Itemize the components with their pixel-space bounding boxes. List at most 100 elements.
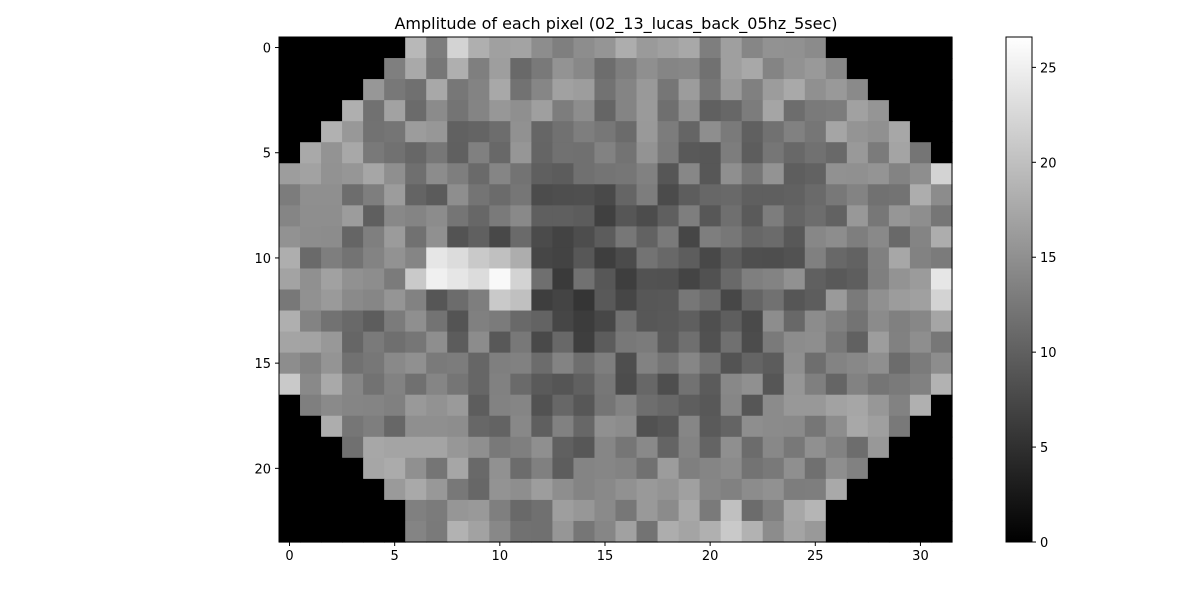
heatmap-cell bbox=[279, 142, 301, 164]
y-axis: 0 5 10 15 20 bbox=[254, 42, 279, 477]
heatmap-cell bbox=[489, 289, 511, 312]
heatmap-cell bbox=[615, 373, 638, 396]
heatmap-cell bbox=[804, 310, 827, 333]
heatmap-cell bbox=[573, 436, 596, 459]
heatmap-cell bbox=[846, 79, 869, 101]
heatmap-cell bbox=[573, 352, 596, 375]
heatmap-cell bbox=[279, 268, 301, 291]
heatmap-cell bbox=[321, 415, 343, 438]
heatmap-cell bbox=[825, 436, 848, 459]
heatmap-cell bbox=[699, 226, 722, 249]
heatmap-cell bbox=[279, 37, 301, 59]
heatmap-cell bbox=[552, 184, 575, 206]
heatmap-cell bbox=[678, 310, 701, 333]
heatmap-cell bbox=[342, 394, 364, 417]
heatmap-cell bbox=[573, 58, 596, 80]
heatmap-cell bbox=[552, 331, 575, 354]
heatmap-cell bbox=[552, 373, 575, 396]
heatmap-cell bbox=[678, 352, 701, 375]
heatmap-cell bbox=[909, 373, 932, 396]
heatmap-cell bbox=[930, 121, 953, 143]
heatmap-cell bbox=[363, 499, 385, 522]
heatmap-cell bbox=[783, 184, 806, 206]
heatmap-cell bbox=[846, 499, 869, 522]
heatmap-cell bbox=[846, 58, 869, 80]
heatmap-cell bbox=[384, 163, 406, 185]
heatmap-cell bbox=[636, 415, 659, 438]
y-tick-label: 0 bbox=[263, 42, 271, 57]
heatmap-cell bbox=[489, 415, 511, 438]
heatmap-cell bbox=[426, 436, 448, 459]
heatmap-cell bbox=[657, 100, 680, 122]
heatmap-cell bbox=[363, 457, 385, 480]
heatmap-cell bbox=[678, 247, 701, 270]
heatmap-cell bbox=[762, 58, 785, 80]
heatmap-cell bbox=[804, 289, 827, 312]
heatmap-cell bbox=[930, 79, 953, 101]
heatmap-cell bbox=[825, 142, 848, 164]
heatmap-cell bbox=[468, 373, 490, 396]
heatmap-cell bbox=[657, 121, 680, 143]
heatmap-cell bbox=[783, 499, 806, 522]
heatmap-cell bbox=[447, 457, 469, 480]
heatmap-cell bbox=[867, 79, 890, 101]
heatmap-cell bbox=[699, 184, 722, 206]
heatmap-cell bbox=[909, 268, 932, 291]
heatmap-cell bbox=[594, 205, 617, 227]
heatmap-cell bbox=[636, 226, 659, 249]
heatmap-cell bbox=[384, 79, 406, 101]
heatmap-cell bbox=[573, 247, 596, 270]
heatmap-cell bbox=[510, 394, 532, 417]
heatmap-cell bbox=[846, 520, 869, 543]
heatmap-cell bbox=[741, 331, 764, 354]
heatmap-cell bbox=[384, 310, 406, 333]
heatmap-cell bbox=[762, 268, 785, 291]
heatmap-cell bbox=[426, 79, 448, 101]
heatmap-cell bbox=[426, 457, 448, 480]
heatmap-cell bbox=[300, 37, 322, 59]
heatmap-cell bbox=[573, 520, 596, 543]
heatmap-cell bbox=[552, 268, 575, 291]
heatmap-cell bbox=[720, 331, 743, 354]
heatmap-cell bbox=[657, 226, 680, 249]
heatmap-cell bbox=[909, 352, 932, 375]
heatmap-cell bbox=[510, 373, 532, 396]
heatmap-cell bbox=[930, 499, 953, 522]
heatmap-cell bbox=[867, 58, 890, 80]
x-tick-label: 0 bbox=[285, 549, 293, 564]
heatmap-cell bbox=[867, 520, 890, 543]
heatmap-cell bbox=[384, 142, 406, 164]
heatmap-cell bbox=[510, 268, 532, 291]
heatmap-cell bbox=[783, 58, 806, 80]
heatmap-cell bbox=[300, 331, 322, 354]
heatmap-cell bbox=[720, 289, 743, 312]
heatmap-cell bbox=[300, 268, 322, 291]
heatmap-cell bbox=[510, 226, 532, 249]
heatmap-cell bbox=[300, 100, 322, 122]
heatmap-cell bbox=[426, 331, 448, 354]
heatmap-cell bbox=[909, 163, 932, 185]
heatmap-cell bbox=[699, 499, 722, 522]
heatmap-cell bbox=[573, 499, 596, 522]
heatmap-cell bbox=[405, 415, 427, 438]
heatmap-cell bbox=[510, 58, 532, 80]
heatmap-cell bbox=[342, 352, 364, 375]
heatmap-cell bbox=[468, 100, 490, 122]
heatmap-cell bbox=[909, 478, 932, 501]
heatmap-cell bbox=[447, 352, 469, 375]
heatmap-cell bbox=[741, 226, 764, 249]
heatmap-cell bbox=[405, 268, 427, 291]
heatmap-cell bbox=[447, 142, 469, 164]
heatmap-cell bbox=[615, 436, 638, 459]
heatmap-cell bbox=[594, 268, 617, 291]
heatmap-cell bbox=[783, 163, 806, 185]
heatmap-cell bbox=[615, 79, 638, 101]
heatmap-cell bbox=[552, 37, 575, 59]
heatmap-cell bbox=[846, 184, 869, 206]
heatmap-cell bbox=[363, 142, 385, 164]
chart-title: Amplitude of each pixel (02_13_lucas_bac… bbox=[394, 14, 837, 34]
heatmap-cell bbox=[489, 436, 511, 459]
heatmap-cell bbox=[468, 352, 490, 375]
heatmap-cell bbox=[615, 478, 638, 501]
heatmap-cell bbox=[468, 226, 490, 249]
